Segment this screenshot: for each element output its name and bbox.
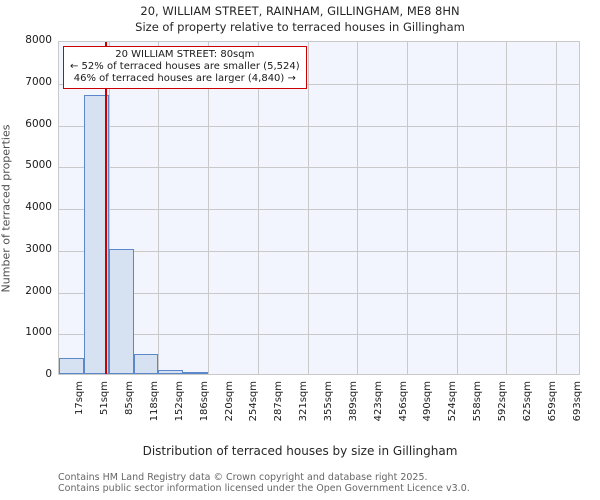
histogram-bar	[158, 369, 184, 374]
x-tick-label: 85sqm	[124, 381, 136, 416]
x-tick-label: 355sqm	[323, 381, 334, 422]
x-tick-label: 287sqm	[273, 381, 285, 422]
gridline-horizontal	[59, 83, 579, 85]
x-tick-label: 456sqm	[397, 381, 409, 422]
histogram-bar	[183, 372, 209, 374]
y-tick-label: 8000	[25, 34, 52, 46]
x-tick-label: 423sqm	[372, 381, 384, 422]
gridline-vertical	[158, 42, 160, 374]
gridline-vertical	[456, 42, 458, 374]
property-marker-line	[105, 42, 108, 374]
annotation-line-2: ← 52% of terraced houses are smaller (5,…	[70, 61, 300, 72]
x-tick-label: 17sqm	[74, 381, 86, 416]
gridline-vertical	[307, 42, 309, 374]
gridline-vertical	[556, 42, 558, 374]
plot-area	[58, 41, 580, 375]
x-tick-label: 118sqm	[149, 381, 160, 422]
attribution-footer: Contains HM Land Registry data © Crown c…	[58, 472, 598, 494]
footer-line-2: Contains public sector information licen…	[58, 483, 470, 494]
gridline-vertical	[108, 42, 110, 374]
y-axis-ticks: 0 1000 2000 3000 4000 5000 6000 7000 8000	[0, 0, 56, 500]
x-axis-title: Distribution of terraced houses by size …	[142, 444, 458, 458]
y-tick-label: 3000	[25, 242, 52, 255]
x-tick-label: 186sqm	[198, 381, 210, 422]
y-tick-label: 0	[45, 368, 52, 380]
x-tick-label: 490sqm	[422, 381, 434, 422]
histogram-bar	[59, 357, 84, 374]
title-line-1: 20, WILLIAM STREET, RAINHAM, GILLINGHAM,…	[140, 4, 460, 18]
x-tick-label: 152sqm	[173, 381, 185, 422]
gridline-vertical	[257, 42, 259, 374]
x-tick-label: 693sqm	[571, 381, 583, 422]
histogram-bar	[133, 353, 159, 374]
gridline-horizontal	[59, 292, 579, 294]
y-tick-label: 5000	[25, 159, 52, 172]
x-tick-label: 558sqm	[472, 381, 484, 422]
histogram-bars	[59, 42, 579, 374]
gridline-vertical	[208, 42, 210, 374]
x-tick-label: 625sqm	[521, 381, 533, 422]
gridline-horizontal	[59, 334, 579, 336]
annotation-line-3: 46% of terraced houses are larger (4,840…	[73, 73, 296, 84]
gridline-horizontal	[59, 209, 579, 210]
x-tick-label: 524sqm	[447, 381, 459, 422]
y-tick-label: 6000	[25, 117, 52, 130]
page-title: 20, WILLIAM STREET, RAINHAM, GILLINGHAM,…	[0, 3, 600, 35]
y-tick-label: 4000	[25, 201, 52, 213]
gridline-horizontal	[59, 125, 579, 127]
gridline-vertical	[407, 42, 408, 374]
x-tick-label: 220sqm	[223, 381, 235, 422]
gridline-horizontal	[59, 167, 579, 169]
x-tick-label: 592sqm	[497, 381, 508, 422]
annotation-box: 20 WILLIAM STREET: 80sqm ← 52% of terrac…	[63, 46, 307, 89]
title-line-2: Size of property relative to terraced ho…	[135, 20, 465, 34]
annotation-line-1: 20 WILLIAM STREET: 80sqm	[115, 49, 255, 60]
histogram-bar	[83, 94, 109, 374]
gridline-vertical	[506, 42, 508, 374]
histogram-bar	[108, 249, 134, 374]
y-tick-label: 1000	[25, 326, 52, 339]
x-tick-label: 321sqm	[298, 381, 310, 422]
gridline-vertical	[357, 42, 359, 374]
gridline-horizontal	[59, 250, 579, 252]
x-tick-label: 254sqm	[248, 381, 260, 422]
x-tick-label: 389sqm	[347, 381, 359, 422]
y-tick-label: 2000	[25, 284, 52, 297]
x-tick-label: 659sqm	[546, 381, 558, 422]
footer-line-1: Contains HM Land Registry data © Crown c…	[58, 472, 428, 483]
y-tick-label: 7000	[25, 75, 52, 88]
x-tick-label: 51sqm	[99, 381, 111, 416]
